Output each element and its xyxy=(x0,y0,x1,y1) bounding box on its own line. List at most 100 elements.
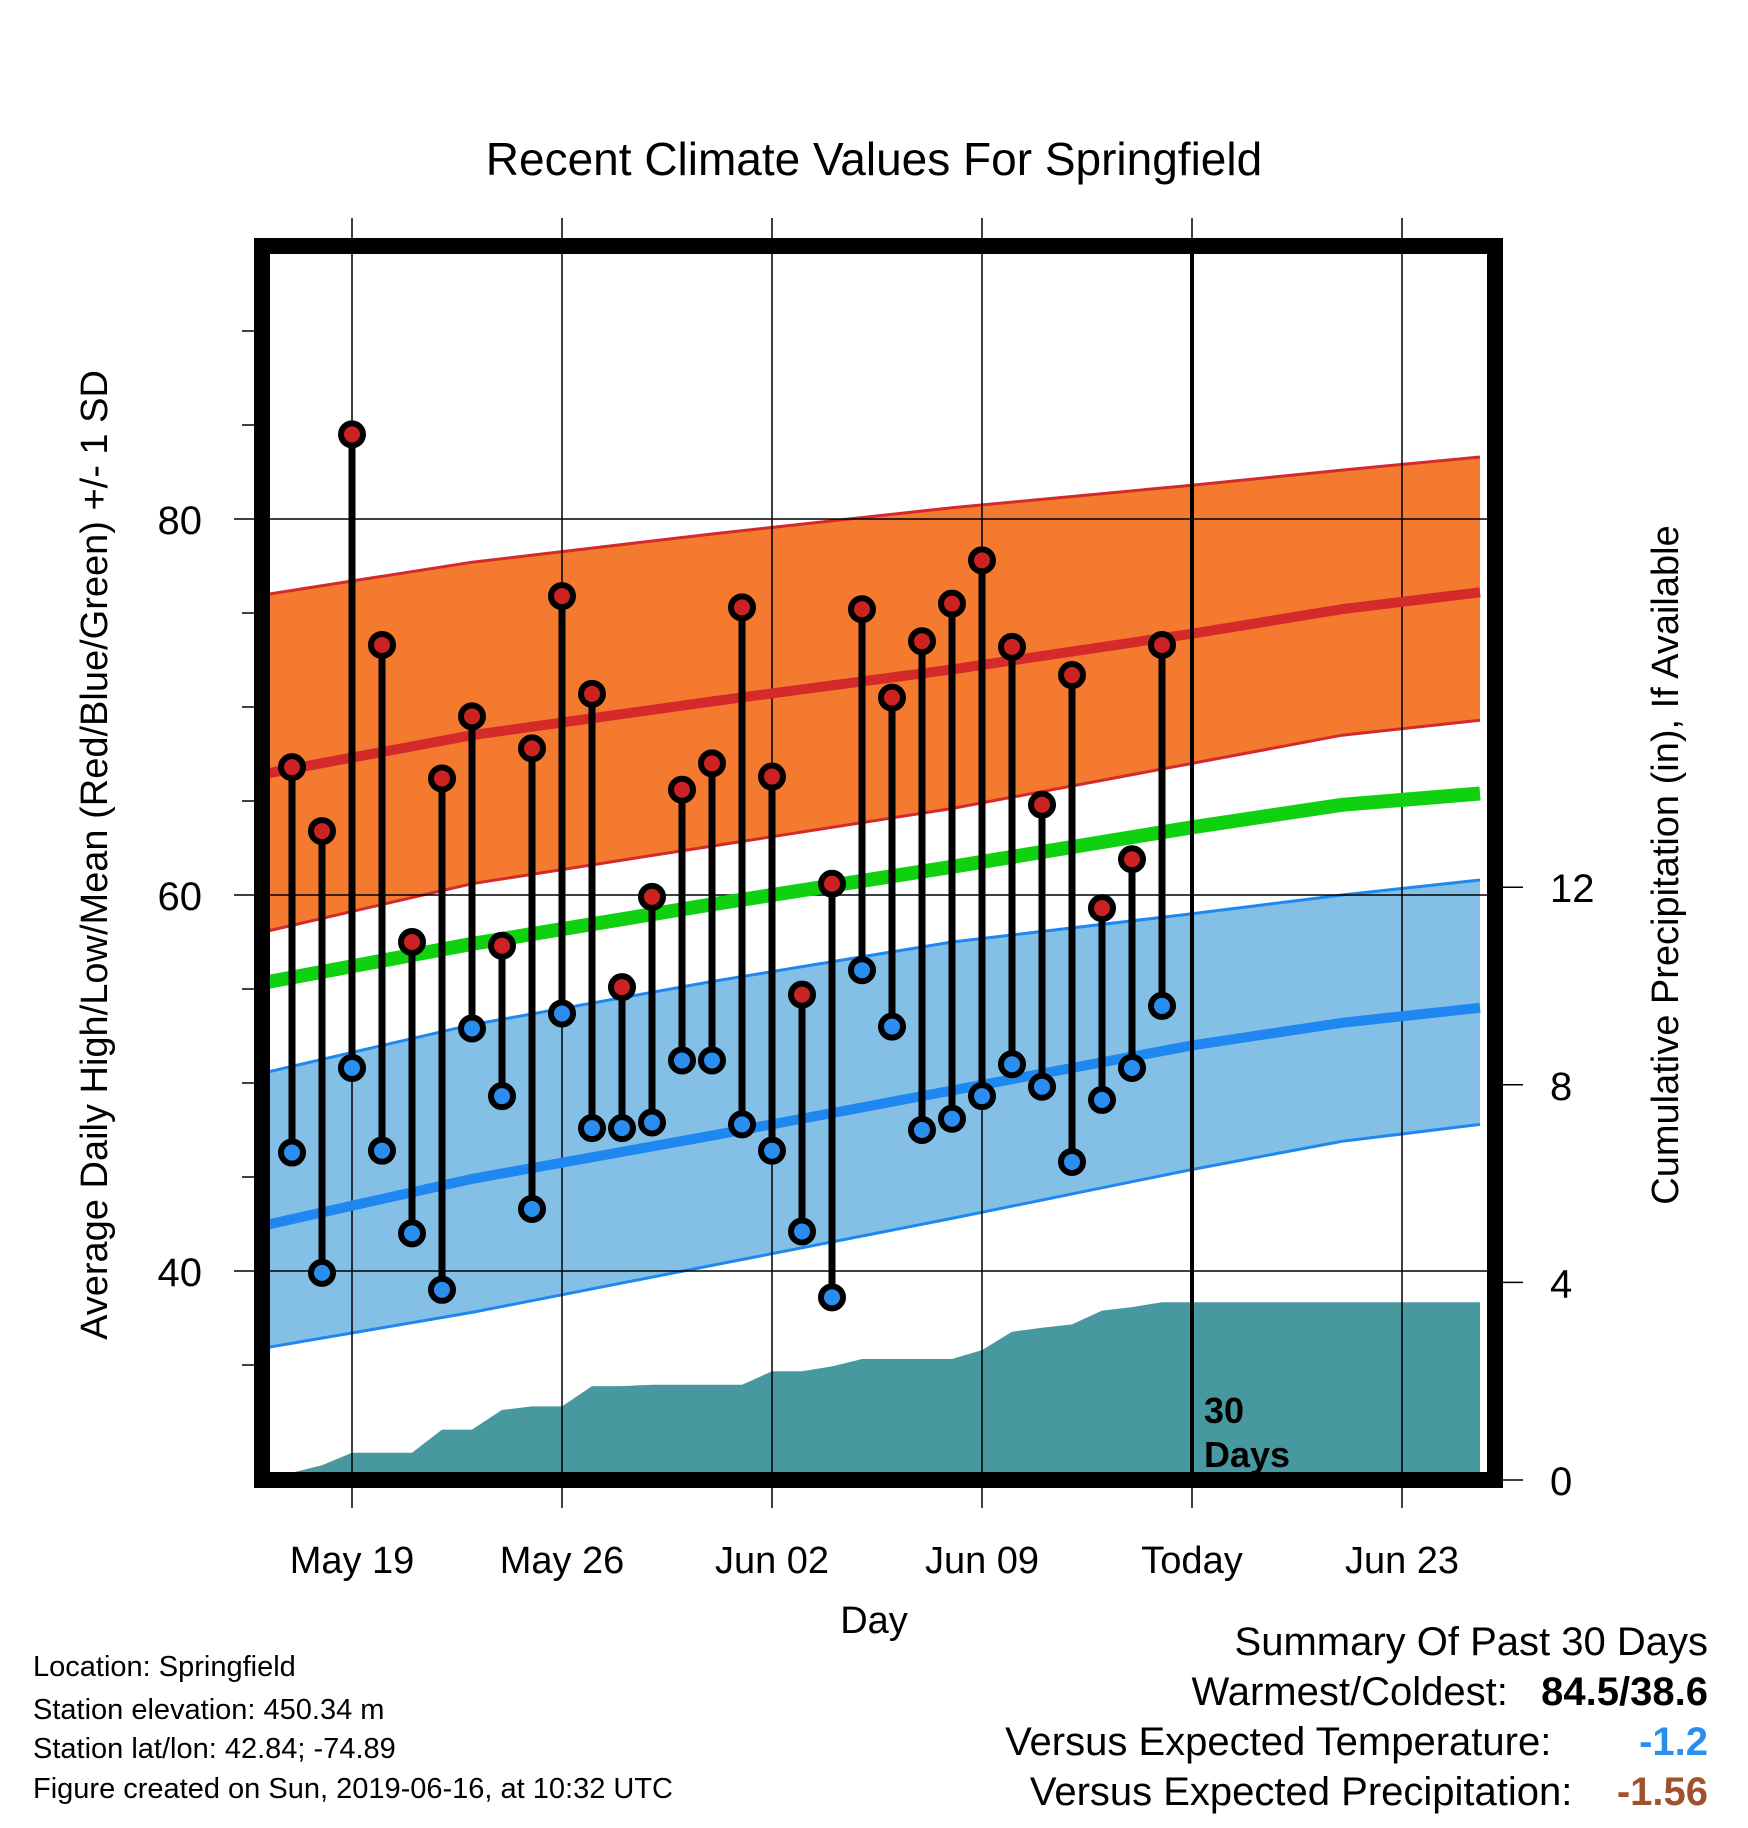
observed-low-point xyxy=(698,1046,726,1075)
summary-temperature: Versus Expected Temperature: -1.2 xyxy=(1005,1720,1708,1765)
observed-high-point xyxy=(278,753,306,782)
observed-low-point xyxy=(578,1114,606,1143)
x-tick-label: Jun 02 xyxy=(715,1540,829,1582)
created-text: Figure created on Sun, 2019-06-16, at 10… xyxy=(33,1773,673,1805)
precip-label: Versus Expected Precipitation: xyxy=(1029,1770,1573,1814)
observed-low-point xyxy=(1118,1053,1146,1082)
observed-high-point xyxy=(608,973,636,1002)
y2-tick-label: 8 xyxy=(1550,1065,1572,1109)
normal-low-band xyxy=(262,880,1480,1349)
observed-low-point xyxy=(458,1014,486,1043)
normal-high-band-upper-edge xyxy=(262,455,1481,597)
observed-low-point xyxy=(608,1114,636,1143)
summary-heading: Summary Of Past 30 Days xyxy=(1234,1620,1708,1664)
observed-low-point xyxy=(758,1136,786,1165)
x-tick-label: May 19 xyxy=(290,1540,415,1582)
observed-low-point xyxy=(278,1138,306,1167)
observed-high-point xyxy=(788,980,816,1009)
observed-high-point xyxy=(878,683,906,712)
elevation-text: Station elevation: 450.34 m xyxy=(33,1694,385,1726)
warm-cold-value: 84.5/38.6 xyxy=(1541,1670,1708,1714)
x-axis-label: Day xyxy=(840,1600,908,1642)
observed-low-point xyxy=(728,1110,756,1139)
observed-high-point xyxy=(638,882,666,911)
observed-low-point xyxy=(398,1219,426,1248)
plot-area: 30 Days 40 60 80 0 4 8 12 May 19 May 26 Jun 02 Jun 0… xyxy=(158,218,1595,1582)
observed-low-point xyxy=(1028,1072,1056,1101)
plot-frame xyxy=(254,238,1503,1488)
observed-high-point xyxy=(1058,661,1086,690)
y-tick-label: 60 xyxy=(158,875,203,919)
y-axis-label: Average Daily High/Low/Mean (Red/Blue/Gr… xyxy=(74,370,116,1340)
precip-area xyxy=(262,1302,1480,1480)
observed-high-point xyxy=(758,762,786,791)
y2-tick-label: 0 xyxy=(1550,1460,1572,1504)
observed-high-point xyxy=(1088,894,1116,923)
observed-low-point xyxy=(518,1194,546,1223)
observed-low-point xyxy=(788,1217,816,1246)
observed-high-point xyxy=(308,817,336,846)
observed-low-point xyxy=(338,1053,366,1082)
observed-low-point xyxy=(548,999,576,1028)
observed-low-point xyxy=(1148,991,1176,1020)
observed-high-point xyxy=(908,627,936,656)
x-tick-label: Jun 23 xyxy=(1345,1540,1459,1582)
observed-high-point xyxy=(578,679,606,708)
y-tick-label: 80 xyxy=(158,499,203,543)
summary-precipitation: Versus Expected Precipitation: -1.56 xyxy=(1030,1770,1708,1815)
latlon-text: Station lat/lon: 42.84; -74.89 xyxy=(33,1733,396,1765)
today-window-label-line: Days xyxy=(1204,1434,1290,1475)
observed-high-point xyxy=(668,775,696,804)
observed-high-point xyxy=(1118,845,1146,874)
y2-tick-label: 4 xyxy=(1550,1262,1572,1306)
chart-title: Recent Climate Values For Springfield xyxy=(486,133,1262,185)
observed-high-point xyxy=(428,764,456,793)
observed-high-point xyxy=(698,749,726,778)
observed-low-point xyxy=(368,1136,396,1165)
observed-high-point xyxy=(1148,630,1176,659)
y-tick-label: 40 xyxy=(158,1251,203,1295)
observed-high-point xyxy=(488,931,516,960)
observed-high-point xyxy=(938,589,966,618)
observed-low-point xyxy=(938,1104,966,1133)
y2-tick-label: 12 xyxy=(1550,867,1595,911)
observed-high-point xyxy=(998,632,1026,661)
today-window-label: 30 Days xyxy=(1204,1390,1290,1475)
observed-high-point xyxy=(968,546,996,575)
observed-low-point xyxy=(998,1050,1026,1079)
location-text: Location: Springfield xyxy=(33,1651,296,1683)
normal-low-band-lower-edge xyxy=(262,1122,1481,1350)
observed-low-point xyxy=(878,1012,906,1041)
observed-low-point xyxy=(638,1108,666,1137)
x-tick-label: Jun 09 xyxy=(925,1540,1039,1582)
observed-high-point xyxy=(848,595,876,624)
summary-warm-cold: Warmest/Coldest: 84.5/38.6 xyxy=(1191,1670,1708,1715)
temp-value: -1.2 xyxy=(1639,1720,1708,1764)
observed-low-point xyxy=(1058,1147,1086,1176)
observed-low-point xyxy=(428,1275,456,1304)
warm-cold-label: Warmest/Coldest: xyxy=(1191,1670,1508,1714)
observed-high-point xyxy=(728,593,756,622)
y2-axis-label: Cumulative Precipitation (in), If Availa… xyxy=(1645,525,1687,1204)
plot-content: 30 Days xyxy=(262,246,1495,1480)
observed-low-point xyxy=(968,1082,996,1111)
normal-high-band xyxy=(262,457,1480,933)
temp-label: Versus Expected Temperature: xyxy=(1005,1720,1552,1764)
x-tick-label: May 26 xyxy=(500,1540,625,1582)
observed-low-point xyxy=(1088,1085,1116,1114)
today-window-label-line: 30 xyxy=(1204,1390,1244,1431)
observed-high-point xyxy=(398,928,426,956)
observed-high-point xyxy=(818,869,846,898)
observed-low-point xyxy=(668,1046,696,1075)
observed-high-point xyxy=(548,582,576,611)
observed-low-point xyxy=(848,956,876,985)
observed-high-point xyxy=(368,630,396,659)
observed-low-point xyxy=(308,1258,336,1287)
observed-high-point xyxy=(518,734,546,763)
observed-high-point xyxy=(338,420,366,449)
observed-low-point xyxy=(488,1082,516,1111)
observed-low-point xyxy=(818,1283,846,1312)
observed-high-point xyxy=(1028,790,1056,819)
precip-value: -1.56 xyxy=(1616,1770,1708,1814)
